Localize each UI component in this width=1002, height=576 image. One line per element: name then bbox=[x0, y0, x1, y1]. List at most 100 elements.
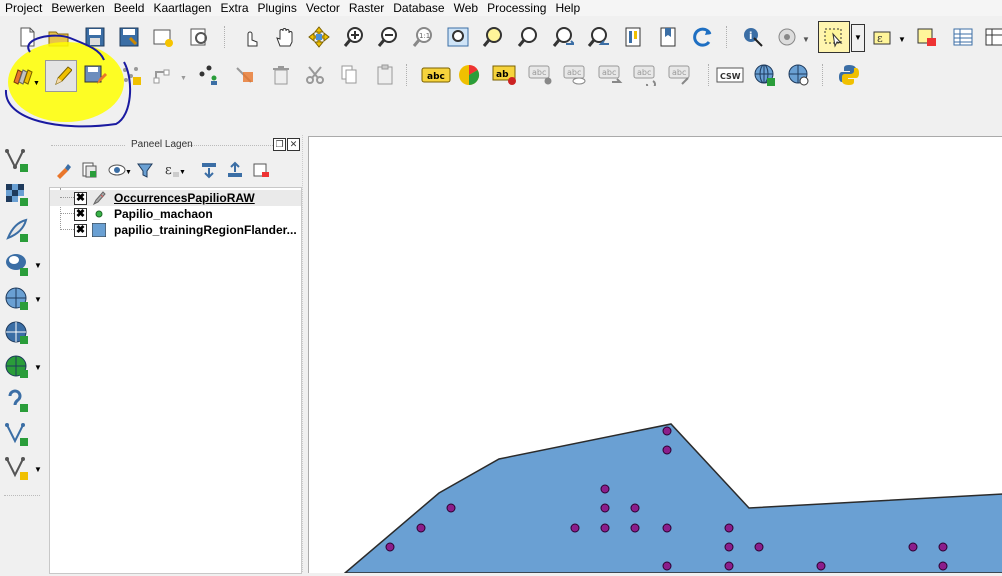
delete-selected-icon[interactable] bbox=[268, 62, 294, 88]
chevron-down-icon[interactable]: ▼ bbox=[180, 75, 187, 82]
rotate-label-icon[interactable]: abc bbox=[633, 62, 659, 88]
select-by-expression-icon[interactable]: ε bbox=[870, 24, 896, 50]
zoom-last-icon[interactable] bbox=[550, 24, 576, 50]
menu-bewerken[interactable]: Bewerken bbox=[51, 1, 105, 15]
select-dropdown-chevron-icon[interactable]: ▼ bbox=[851, 24, 865, 52]
refresh-icon[interactable] bbox=[690, 24, 716, 50]
menu-help[interactable]: Help bbox=[555, 1, 581, 15]
paste-features-icon[interactable] bbox=[372, 62, 398, 88]
add-delimited-text-icon[interactable] bbox=[4, 217, 34, 245]
metasearch-csw-icon[interactable]: CSW bbox=[716, 62, 744, 88]
layer-row[interactable]: ✖ Papilio_machaon bbox=[50, 206, 301, 222]
modify-attributes-icon[interactable] bbox=[232, 62, 258, 88]
chevron-down-icon[interactable]: ▼ bbox=[34, 363, 42, 372]
cut-features-icon[interactable] bbox=[302, 62, 328, 88]
pan-to-selection-icon[interactable] bbox=[306, 24, 332, 50]
show-hide-labels-icon[interactable]: abc bbox=[528, 62, 554, 88]
chevron-down-icon[interactable]: ▼ bbox=[125, 169, 132, 176]
chevron-down-icon[interactable]: ▼ bbox=[898, 35, 906, 44]
panel-splitter[interactable] bbox=[302, 135, 308, 572]
add-spatialite-layer-icon[interactable] bbox=[4, 285, 34, 313]
menu-vector[interactable]: Vector bbox=[305, 1, 340, 15]
close-panel-icon[interactable]: ✕ bbox=[287, 138, 300, 151]
zoom-full-icon[interactable] bbox=[445, 24, 471, 50]
layer-visibility-checkbox[interactable]: ✖ bbox=[74, 208, 87, 221]
remove-layer-icon[interactable] bbox=[251, 161, 271, 179]
new-spatialite-layer-icon[interactable] bbox=[4, 455, 34, 483]
filter-by-expression-icon[interactable]: ε bbox=[161, 161, 181, 179]
add-wms-layer-icon[interactable] bbox=[752, 62, 778, 88]
add-raster-layer-icon[interactable] bbox=[4, 181, 34, 209]
chevron-down-icon[interactable]: ▼ bbox=[802, 35, 810, 44]
chevron-down-icon[interactable]: ▼ bbox=[34, 465, 42, 474]
change-label-icon[interactable]: abc bbox=[668, 62, 694, 88]
add-virtual-layer-icon[interactable] bbox=[4, 387, 34, 415]
menu-extra[interactable]: Extra bbox=[220, 1, 249, 15]
chevron-down-icon[interactable]: ▼ bbox=[179, 169, 186, 176]
chevron-down-icon[interactable]: ▼ bbox=[34, 295, 42, 304]
layer-styling-icon[interactable] bbox=[53, 161, 73, 179]
new-print-layout-icon[interactable] bbox=[150, 24, 176, 50]
add-vector-layer-icon[interactable] bbox=[4, 147, 34, 175]
zoom-actual-size-icon[interactable]: 1:1 bbox=[410, 24, 436, 50]
zoom-to-selection-icon[interactable] bbox=[480, 24, 506, 50]
menu-beeld[interactable]: Beeld bbox=[113, 1, 145, 15]
save-project-icon[interactable] bbox=[82, 24, 108, 50]
touch-zoom-icon[interactable] bbox=[238, 24, 264, 50]
manage-visibility-icon[interactable] bbox=[107, 161, 127, 179]
add-wfs-layer-icon[interactable] bbox=[4, 319, 34, 347]
add-group-icon[interactable] bbox=[79, 161, 99, 179]
new-map-view-icon[interactable] bbox=[620, 24, 646, 50]
add-wcs-layer-icon[interactable] bbox=[4, 353, 34, 381]
float-panel-icon[interactable]: ❐ bbox=[273, 138, 286, 151]
deselect-all-icon[interactable] bbox=[914, 24, 940, 50]
pan-map-icon[interactable] bbox=[272, 24, 298, 50]
zoom-out-icon[interactable] bbox=[375, 24, 401, 50]
current-edits-icon[interactable] bbox=[10, 62, 36, 88]
run-feature-action-icon[interactable] bbox=[774, 24, 800, 50]
identify-features-icon[interactable]: i bbox=[740, 24, 766, 50]
filter-legend-icon[interactable] bbox=[135, 161, 155, 179]
add-line-feature-icon[interactable] bbox=[152, 62, 178, 88]
toggle-editing-icon[interactable] bbox=[45, 60, 77, 92]
menu-web[interactable]: Web bbox=[453, 1, 479, 15]
python-console-icon[interactable] bbox=[836, 62, 862, 88]
layer-row[interactable]: ✖ papilio_trainingRegionFlander... bbox=[50, 222, 301, 238]
menu-project[interactable]: Project bbox=[5, 1, 43, 15]
new-shapefile-layer-icon[interactable] bbox=[4, 421, 34, 449]
layer-visibility-checkbox[interactable]: ✖ bbox=[74, 192, 87, 205]
label-visibility-icon[interactable]: abc bbox=[563, 62, 589, 88]
diagram-options-icon[interactable] bbox=[456, 62, 482, 88]
attribute-table-icon[interactable] bbox=[950, 24, 976, 50]
vertex-tool-icon[interactable] bbox=[196, 62, 222, 88]
map-canvas[interactable] bbox=[308, 136, 1002, 574]
expand-all-icon[interactable] bbox=[199, 161, 219, 179]
bookmarks-icon[interactable] bbox=[655, 24, 681, 50]
zoom-to-layer-icon[interactable] bbox=[515, 24, 541, 50]
tree-guide bbox=[60, 213, 76, 214]
field-calculator-icon[interactable] bbox=[982, 24, 1002, 50]
menu-raster[interactable]: Raster bbox=[348, 1, 385, 15]
zoom-in-icon[interactable] bbox=[341, 24, 367, 50]
add-point-feature-icon[interactable] bbox=[118, 62, 144, 88]
layer-labeling-icon[interactable]: abc bbox=[420, 62, 452, 88]
move-label-icon[interactable]: abc bbox=[598, 62, 624, 88]
menu-plugins[interactable]: Plugins bbox=[257, 1, 297, 15]
search-web-layer-icon[interactable] bbox=[786, 62, 812, 88]
layer-visibility-checkbox[interactable]: ✖ bbox=[74, 224, 87, 237]
save-as-icon[interactable] bbox=[116, 24, 142, 50]
chevron-down-icon[interactable]: ▼ bbox=[34, 261, 42, 270]
pin-labels-icon[interactable]: ab bbox=[492, 62, 518, 88]
zoom-next-icon[interactable] bbox=[585, 24, 611, 50]
select-features-icon[interactable] bbox=[818, 21, 850, 53]
layout-manager-icon[interactable] bbox=[186, 24, 212, 50]
menu-database[interactable]: Database bbox=[393, 1, 445, 15]
copy-features-icon[interactable] bbox=[336, 62, 362, 88]
collapse-all-icon[interactable] bbox=[225, 161, 245, 179]
add-postgis-layer-icon[interactable] bbox=[4, 251, 34, 279]
save-layer-edits-icon[interactable] bbox=[82, 62, 108, 88]
menu-processing[interactable]: Processing bbox=[487, 1, 547, 15]
layer-row[interactable]: ✖ OccurrencesPapilioRAW bbox=[50, 190, 301, 206]
chevron-down-icon[interactable]: ▼ bbox=[33, 80, 40, 87]
menu-kaartlagen[interactable]: Kaartlagen bbox=[153, 1, 212, 15]
